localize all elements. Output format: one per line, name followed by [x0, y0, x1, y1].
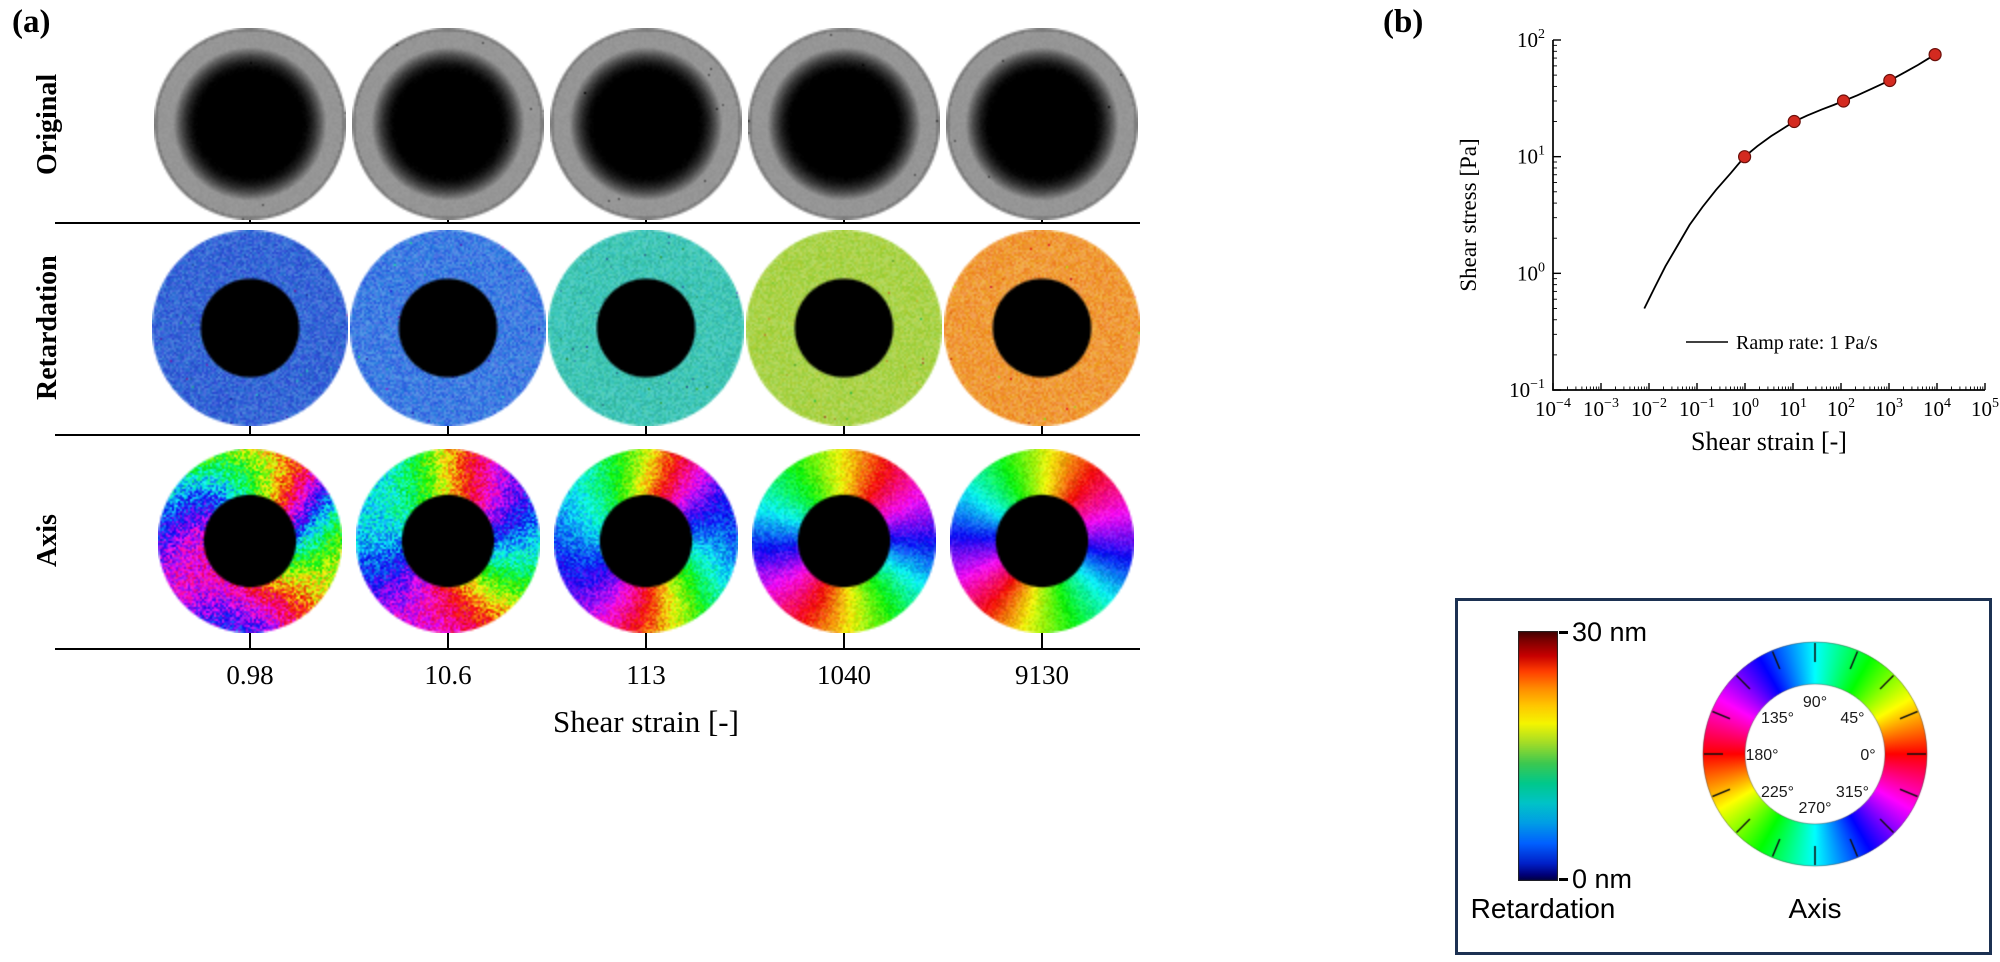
donut-axis-strain-9130: [950, 449, 1134, 633]
strain-value-label: 9130: [962, 660, 1122, 691]
y-tick-label: 101: [1517, 144, 1545, 169]
donut-original-strain-113: [550, 28, 742, 220]
donut-original-strain-9130: [946, 28, 1138, 220]
chart-xlabel: Shear strain [-]: [1691, 427, 1847, 456]
shear-stress-vs-strain-chart: 10−4 10−3 10−2 10−1 100 101 102 103 104 10510−110…: [1440, 8, 2000, 483]
column-tick-mark: [843, 633, 845, 648]
colormap-legend-box: 30 nm 0 nm Retardation Axis 0° 45° 90° 135°…: [1455, 598, 1992, 955]
wheel-angle-label-180: 180°: [1745, 747, 1778, 765]
donut-axis-strain-0.98: [158, 449, 342, 633]
chart-legend-label: Ramp rate: 1 Pa/s: [1736, 332, 1878, 354]
y-tick-label: 102: [1517, 27, 1545, 52]
colorbar-min-label: 0 nm: [1572, 864, 1632, 895]
wheel-angle-label-315: 315°: [1836, 784, 1869, 802]
donut-axis-strain-10.6: [356, 449, 540, 633]
donut-retardation-strain-9130: [944, 230, 1140, 426]
donut-axis-strain-113: [554, 449, 738, 633]
donut-retardation-strain-1040: [746, 230, 942, 426]
wheel-angle-label-45: 45°: [1840, 710, 1864, 728]
strain-value-label: 1040: [764, 660, 924, 691]
donut-retardation-strain-113: [548, 230, 744, 426]
retardation-colorbar: [1518, 631, 1558, 881]
wheel-angle-label-270: 270°: [1798, 800, 1831, 818]
column-tick-mark: [645, 633, 647, 648]
panel-a-xlabel: Shear strain [-]: [146, 704, 1146, 740]
strain-value-label: 10.6: [368, 660, 528, 691]
x-tick-label: 103: [1875, 396, 1903, 421]
wheel-angle-label-0: 0°: [1860, 747, 1875, 765]
figure-root: (a) Original Retardation Axis Shear stra…: [0, 0, 2000, 962]
colorbar-max-label: 30 nm: [1572, 617, 1647, 648]
x-tick-label: 10−2: [1631, 396, 1667, 421]
data-point: [1788, 116, 1800, 128]
donut-retardation-strain-10.6: [350, 230, 546, 426]
row-separator-line: [55, 222, 1140, 224]
x-tick-label: 104: [1923, 396, 1951, 421]
data-point: [1884, 75, 1896, 87]
column-tick-mark: [249, 633, 251, 648]
chart-ylabel: Shear stress [Pa]: [1456, 138, 1481, 291]
donut-axis-strain-1040: [752, 449, 936, 633]
row-separator-line: [55, 434, 1140, 436]
data-point: [1739, 151, 1751, 163]
axis-color-wheel: [1695, 634, 1935, 874]
colorbar-tick-min: [1559, 878, 1568, 881]
column-tick-mark: [447, 633, 449, 648]
column-tick-mark: [1041, 633, 1043, 648]
donut-original-strain-0.98: [154, 28, 346, 220]
x-tick-label: 105: [1971, 396, 1999, 421]
colorbar-title: Retardation: [1458, 893, 1628, 925]
panel-a: (a) Original Retardation Axis Shear stra…: [0, 0, 1160, 962]
donut-retardation-strain-0.98: [152, 230, 348, 426]
panel-b-label: (b): [1383, 4, 1423, 41]
donut-original-strain-10.6: [352, 28, 544, 220]
data-point: [1929, 49, 1941, 61]
x-tick-label: 10−4: [1535, 396, 1571, 421]
row-separator-line: [55, 648, 1140, 650]
x-tick-label: 10−3: [1583, 396, 1619, 421]
wheel-title: Axis: [1730, 893, 1900, 925]
strain-value-label: 113: [566, 660, 726, 691]
wheel-angle-label-90: 90°: [1803, 694, 1827, 712]
x-tick-label: 101: [1779, 396, 1807, 421]
chart-tick-labels: 10−4 10−3 10−2 10−1 100 101 102 103 104 10510−110…: [1509, 27, 1999, 421]
row-label-retardation: Retardation: [24, 218, 72, 438]
colorbar-tick-max: [1559, 631, 1568, 634]
row-label-axis: Axis: [24, 431, 72, 651]
strain-value-label: 0.98: [170, 660, 330, 691]
x-tick-label: 10−1: [1679, 396, 1715, 421]
x-tick-label: 102: [1827, 396, 1855, 421]
data-points: [1739, 49, 1942, 163]
donut-original-strain-1040: [748, 28, 940, 220]
data-point: [1838, 95, 1850, 107]
wheel-angle-label-135: 135°: [1761, 710, 1794, 728]
wheel-angle-label-225: 225°: [1761, 784, 1794, 802]
row-label-original: Original: [24, 14, 72, 234]
stress-strain-curve: [1644, 55, 1935, 309]
x-tick-label: 100: [1731, 396, 1759, 421]
y-tick-label: 100: [1517, 260, 1545, 285]
